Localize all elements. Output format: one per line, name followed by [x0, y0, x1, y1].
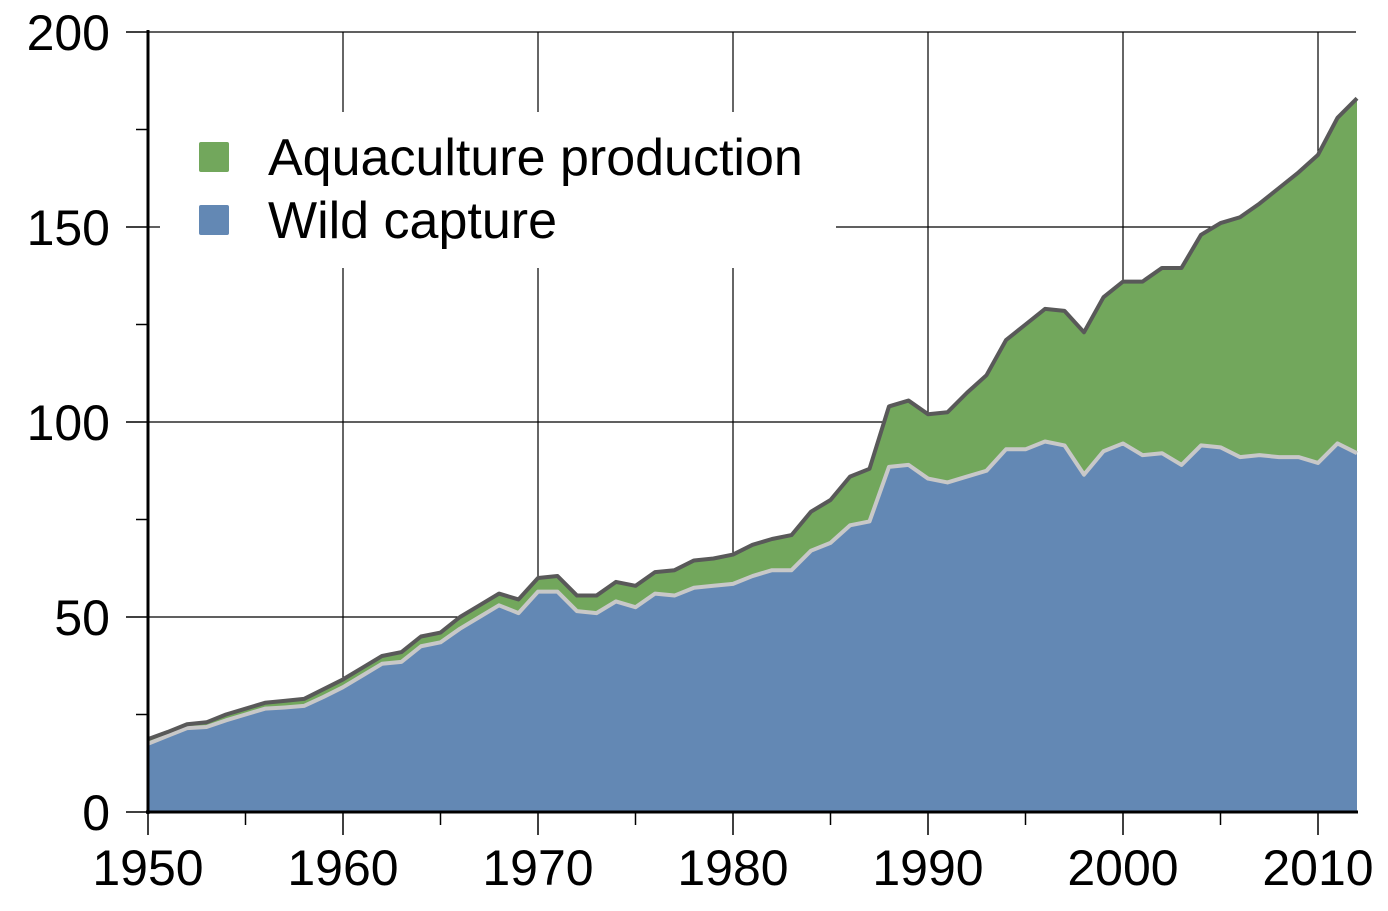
- wild-capture-area: [148, 441, 1357, 812]
- tick-marks: [126, 31, 1319, 835]
- x-tick-label: 1960: [287, 840, 398, 896]
- legend-swatch-aquaculture: [199, 142, 229, 172]
- legend-label-wild-capture: Wild capture: [268, 192, 557, 250]
- y-tick-label: 50: [54, 590, 110, 646]
- y-tick-label: 0: [82, 785, 110, 841]
- y-tick-label: 200: [27, 5, 110, 61]
- aquaculture-area: [148, 98, 1357, 744]
- data-areas: [147, 96, 1359, 812]
- legend-label-aquaculture: Aquaculture production: [268, 129, 803, 187]
- y-tick-label: 100: [27, 395, 110, 451]
- x-tick-label: 1980: [677, 840, 788, 896]
- legend: Aquaculture production Wild capture: [160, 112, 836, 268]
- axes: 0 50 100 150 200 1950 1960 1970 1980 199…: [27, 5, 1374, 896]
- x-tick-label: 1950: [92, 840, 203, 896]
- wild-capture-line: [147, 439, 1358, 746]
- x-tick-label: 2010: [1262, 840, 1373, 896]
- legend-background: [160, 112, 836, 268]
- y-axis-ticks: 0 50 100 150 200: [27, 5, 110, 841]
- x-tick-label: 2000: [1067, 840, 1178, 896]
- x-tick-label: 1970: [482, 840, 593, 896]
- legend-swatch-wild-capture: [199, 205, 229, 235]
- x-tick-label: 1990: [872, 840, 983, 896]
- x-axis-ticks: 1950 1960 1970 1980 1990 2000 2010: [92, 840, 1373, 896]
- y-tick-label: 150: [27, 200, 110, 256]
- total-production-line: [147, 96, 1359, 741]
